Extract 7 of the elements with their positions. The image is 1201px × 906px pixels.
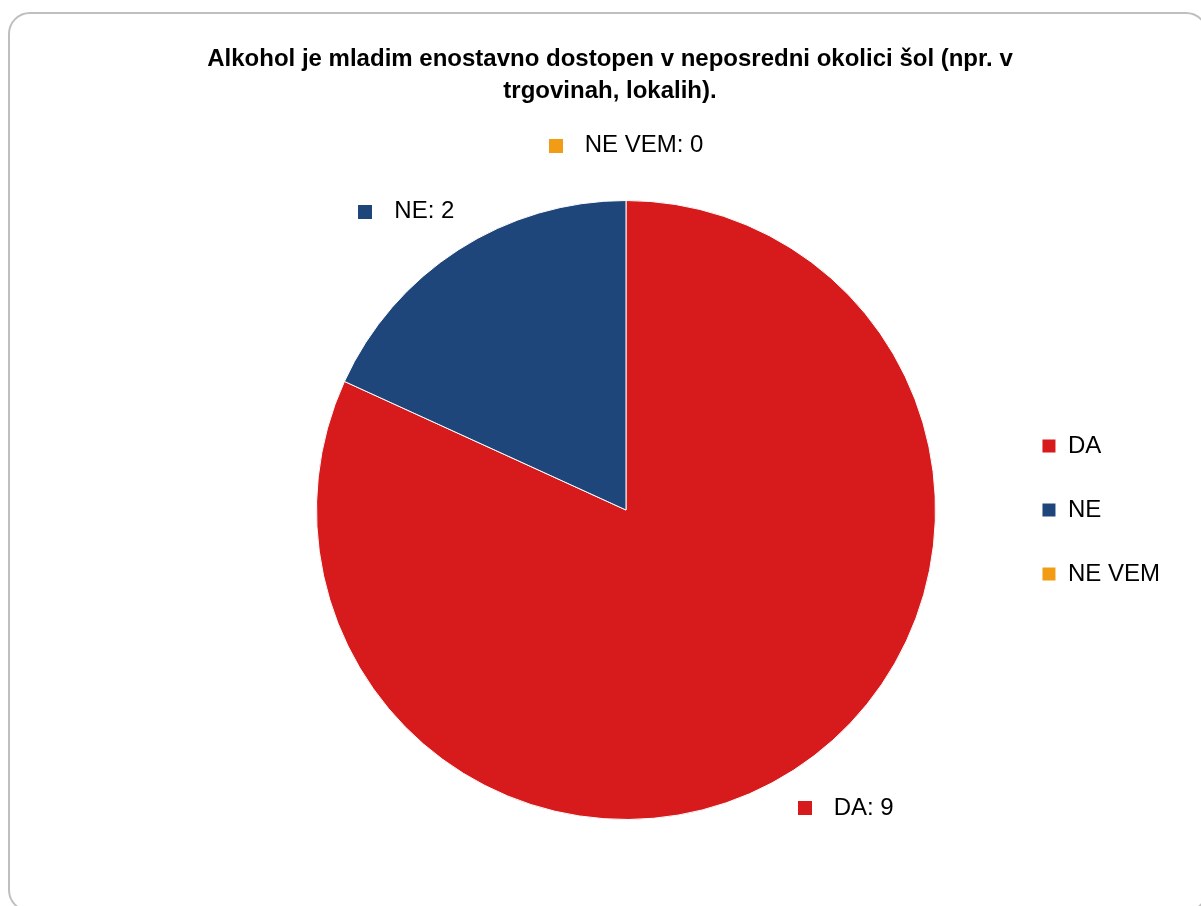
text: NE VEM: 0	[584, 130, 704, 158]
legend-label: NE VEM	[1067, 558, 1160, 586]
data-label: DA: 9	[833, 792, 894, 820]
legend-label: DA	[1067, 430, 1102, 458]
data-label: NE: 2	[394, 196, 455, 224]
legend-label: NE	[1067, 494, 1102, 522]
chart-title: Alkohol je mladim enostavno dostopen v neposredni okolici šol (npr. v trgovinah, lokalih).	[206, 43, 1014, 105]
